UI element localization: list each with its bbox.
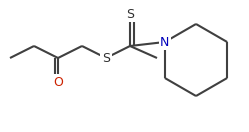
Text: S: S [126, 8, 134, 20]
Text: O: O [53, 76, 63, 88]
Text: N: N [160, 36, 170, 48]
Text: S: S [102, 51, 110, 65]
